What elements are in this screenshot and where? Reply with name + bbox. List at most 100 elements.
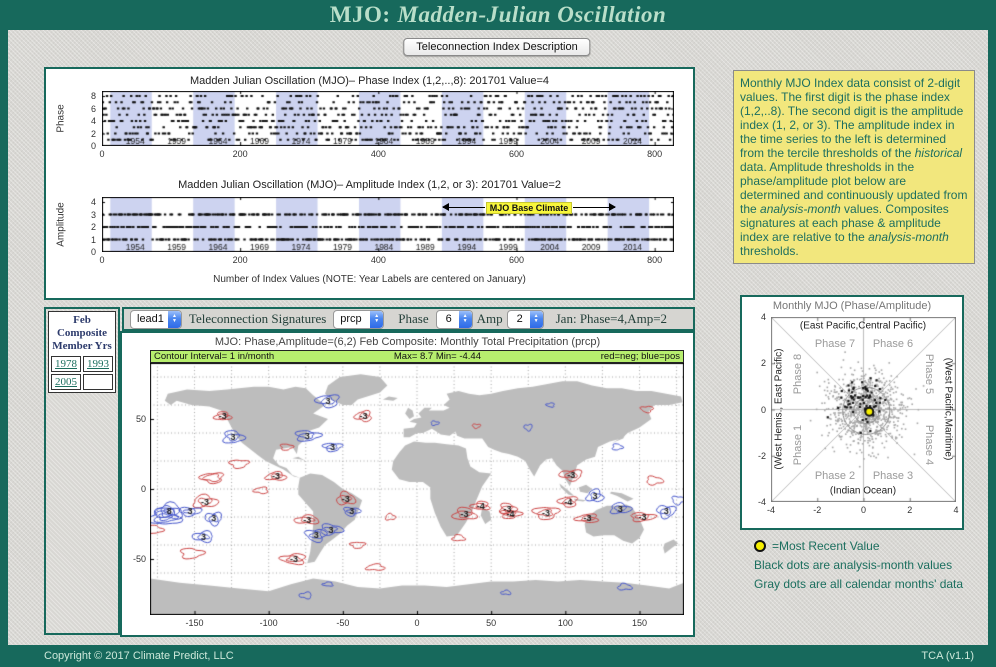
world-map-plot [150,363,684,615]
tick-label: -4 [766,505,776,515]
version-text: TCA (v1.1) [921,650,974,662]
member-year-cell [83,374,113,390]
phase1-label: Phase 1 [792,424,804,466]
lead-select[interactable]: lead1 [130,309,182,329]
member-year-link[interactable]: 1978 [55,358,77,370]
tick-label: 800 [647,255,663,265]
tick-label: 4 [953,505,959,515]
select-arrows-icon [458,310,472,328]
amplitude-y-ticks: 0 1 2 3 4 [80,197,98,257]
select-arrows-icon [167,310,181,328]
contour-info-bar: Contour Interval= 1 in/month Max= 8.7 Mi… [150,350,684,363]
phase-select[interactable]: 6 [435,309,473,329]
tick-label: 0 [760,404,766,415]
map-title: MJO: Phase,Amplitude=(6,2) Feb Composite… [214,336,601,348]
phase-x-ticks: 0 200 400 600 800 [99,149,674,161]
tick-label: 2 [90,222,96,232]
tick-label: 4 [90,116,96,126]
tick-label: 8 [90,91,96,101]
tick-label: 0 [90,141,96,151]
tick-label: 0 [99,149,105,159]
map-x-ticks: -150 -100 -50 0 50 100 150 [150,618,684,630]
scatter-canvas [771,317,956,502]
tick-label: 800 [647,149,663,159]
amplitude-plot-title: Madden Julian Oscillation (MJO)– Amplitu… [178,179,561,191]
tick-label: 3 [90,209,96,220]
tick-label: -100 [259,618,278,628]
member-year-link[interactable]: 2005 [55,376,77,388]
composite-members-card: Feb Composite Member Yrs 1978 1993 2005 [48,311,116,393]
info-box-text: Monthly MJO Index data consist of 2-digi… [740,76,968,258]
copyright-text: Copyright © 2017 Climate Predict, LLC [44,650,234,662]
contour-colors-label: red=neg; blue=pos [600,351,680,362]
phase6-label: Phase 6 [872,338,914,350]
tick-label: 400 [370,255,386,265]
tick-label: -4 [757,497,766,507]
scatter-legend: =Most Recent Value Black dots are analys… [742,536,990,593]
tick-label: 50 [135,414,146,424]
tick-label: 600 [508,149,524,159]
info-box: Monthly MJO Index data consist of 2-digi… [733,70,975,264]
select-arrows-icon [370,310,384,328]
scatter-x-ticks: -4 -2 0 2 4 [767,505,959,517]
phase4-label: Phase 4 [923,424,935,466]
member-year-link[interactable]: 1993 [87,358,109,370]
phase-select-label: Phase [398,311,429,326]
member-year-cell: 2005 [51,374,81,390]
tick-label: 1 [90,234,96,245]
member-year-cell: 1993 [83,356,113,372]
right-arrow-icon [573,204,616,211]
phase8-label: Phase 8 [792,353,804,395]
legend-most-recent: =Most Recent Value [742,536,990,555]
tick-label: 200 [232,255,248,265]
header-banner: MJO: Madden-Julian Oscillation [0,0,996,30]
contour-interval-label: Contour Interval= 1 in/month [154,351,275,362]
phase-plot [102,91,674,146]
tick-label: 600 [508,255,524,265]
current-index-status: Jan: Phase=4,Amp=2 [555,311,668,326]
max-min-label: Max= 8.7 Min= -4.44 [393,351,482,362]
amplitude-plot-canvas [102,197,674,252]
member-year-links: 1978 1993 2005 [51,356,113,390]
region-label-left: (West Hemis., East Pacific) [773,348,785,470]
tick-label: -150 [185,618,204,628]
amplitude-plot: MJO Base Climate [102,197,674,252]
tick-label: 150 [631,618,648,628]
controls-bar: lead1 Teleconnection Signatures prcp Pha… [122,307,695,331]
tick-label: 0 [860,505,867,515]
legend-most-recent-text: =Most Recent Value [772,538,880,553]
signatures-label: Teleconnection Signatures [188,311,327,326]
tick-label: 2 [760,358,766,369]
left-arrow-icon [442,204,485,211]
tick-label: 4 [760,312,766,322]
phase-y-axis-label: Phase [55,104,67,133]
amp-select[interactable]: 2 [506,309,544,329]
amplitude-x-ticks: 0 200 400 600 800 [99,255,674,267]
tick-label: 2 [907,505,913,515]
tick-label: 0 [99,255,105,265]
phase-y-ticks: 0 2 4 6 8 [80,91,98,151]
phase7-label: Phase 7 [814,338,856,350]
page-title: MJO: Madden-Julian Oscillation [330,2,667,28]
teleconnection-description-button[interactable]: Teleconnection Index Description [403,38,591,56]
footer: Copyright © 2017 Climate Predict, LLC TC… [0,645,996,667]
phase2-label: Phase 2 [814,470,856,482]
tick-label: 0 [414,618,420,628]
scatter-y-ticks: -4 -2 0 2 4 [750,312,768,507]
tick-label: -2 [813,505,822,515]
phase-amplitude-plot: (East Pacific,Central Pacific) (Indian O… [771,317,956,502]
map-y-ticks: 50 0 -50 [124,363,148,615]
tick-label: 6 [90,103,96,114]
composite-map-panel: MJO: Phase,Amplitude=(6,2) Feb Composite… [120,331,695,637]
phase-plot-canvas [102,91,674,146]
tick-label: -2 [757,450,766,461]
mjo-base-climate-label: MJO Base Climate [485,201,573,214]
tick-label: 400 [370,149,386,159]
member-year-cell: 1978 [51,356,81,372]
phase5-label: Phase 5 [923,353,935,395]
amplitude-y-axis-label: Amplitude [55,202,67,247]
composite-members-title: Feb Composite Member Yrs [52,314,112,352]
scatter-title: Monthly MJO (Phase/Amplitude) [772,300,932,312]
signature-select[interactable]: prcp [333,309,385,329]
